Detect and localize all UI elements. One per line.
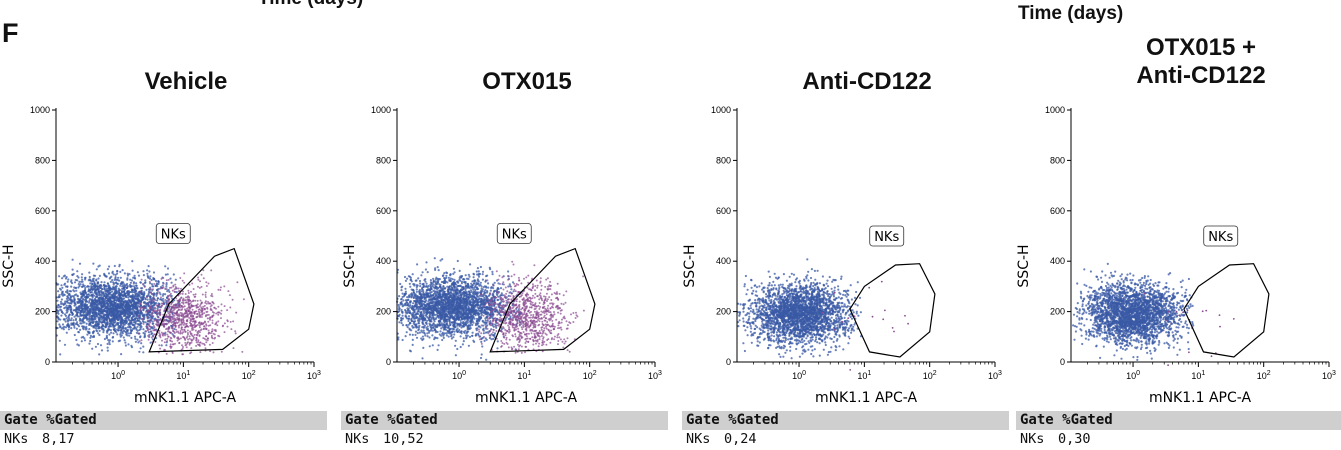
y-tick-label: 0	[45, 357, 50, 367]
y-tick-label: 400	[376, 256, 391, 266]
x-tick-label: 100	[1126, 370, 1140, 381]
nk-gate-polygon	[148, 247, 255, 353]
y-tick-label: 200	[376, 307, 391, 317]
x-tick-label: 101	[517, 370, 531, 381]
panel-title: Vehicle	[56, 68, 316, 96]
y-tick-label: 1000	[711, 105, 731, 115]
x-axis-label: mNK1.1 APC-A	[1149, 390, 1252, 406]
gate-name: NKs	[1020, 431, 1045, 447]
event-dots	[55, 258, 245, 356]
x-tick-label: 103	[648, 370, 662, 381]
x-axis-label: mNK1.1 APC-A	[475, 390, 578, 406]
panel-title-line: OTX015	[482, 68, 572, 95]
gate-percent: 0,30	[1058, 431, 1091, 447]
gate-table-row: NKs 0,30	[1020, 431, 1091, 448]
gate-label: NKs	[502, 227, 527, 242]
x-tick-label: 103	[1322, 370, 1336, 381]
time-days-fragment-right: Time (days)	[1018, 3, 1124, 24]
x-tick-label: 103	[307, 370, 321, 381]
event-dots	[1072, 262, 1235, 367]
y-tick-label: 600	[1050, 206, 1065, 216]
gate-table-header: Gate %Gated	[1016, 411, 1341, 430]
x-axis-label: mNK1.1 APC-A	[134, 390, 237, 406]
gate-label: NKs	[874, 230, 899, 245]
y-tick-label: 400	[1050, 256, 1065, 266]
y-tick-label: 0	[726, 357, 731, 367]
time-days-fragment-left: Time (days)	[258, 0, 363, 10]
x-tick-label: 102	[242, 370, 256, 381]
y-tick-label: 1000	[1045, 105, 1065, 115]
gate-name: NKs	[4, 431, 29, 447]
y-tick-label: 0	[1060, 357, 1065, 367]
y-tick-label: 1000	[371, 105, 391, 115]
y-tick-label: 800	[376, 155, 391, 165]
gate-label-box	[1203, 225, 1239, 247]
y-tick-label: 800	[35, 155, 50, 165]
scatter-panel-4: 0 200 400 600 800 1000 100 101 102 103 mNK1.1 APC-…	[1016, 105, 1336, 406]
gate-table-header: Gate %Gated	[0, 411, 327, 430]
nk-gate-polygon	[1183, 263, 1270, 358]
gate-label: NKs	[1208, 230, 1233, 245]
panel-title-line: Anti-CD122	[802, 68, 932, 95]
y-axis-label: SSC-H	[1016, 244, 1032, 287]
y-tick-label: 1000	[30, 105, 50, 115]
x-tick-label: 100	[792, 370, 806, 381]
gate-label-box	[155, 223, 191, 244]
panel-letter: F	[2, 18, 19, 48]
nk-gate-polygon	[489, 247, 596, 353]
x-tick-label: 102	[583, 370, 597, 381]
gate-table-row: NKs 8,17	[4, 431, 75, 448]
y-tick-label: 200	[716, 307, 731, 317]
y-axis-label: SSC-H	[342, 244, 358, 287]
y-axis-label: SSC-H	[1, 244, 17, 287]
gate-table-header: Gate %Gated	[682, 411, 1009, 430]
y-tick-label: 400	[716, 256, 731, 266]
panel-title-line: Vehicle	[144, 68, 228, 95]
panel-title: OTX015	[397, 68, 657, 96]
x-tick-label: 103	[988, 370, 1002, 381]
event-dots	[736, 258, 909, 371]
y-tick-label: 600	[35, 206, 50, 216]
event-dots	[396, 257, 585, 361]
x-tick-label: 102	[923, 370, 937, 381]
gate-label: NKs	[161, 227, 186, 242]
gate-table-row: NKs 10,52	[345, 431, 424, 448]
gate-percent: 8,17	[42, 431, 75, 447]
x-tick-label: 101	[1191, 370, 1205, 381]
y-tick-label: 600	[376, 206, 391, 216]
y-axis-label: SSC-H	[682, 244, 698, 287]
gate-percent: 10,52	[383, 431, 424, 447]
x-tick-label: 100	[452, 370, 466, 381]
x-tick-label: 102	[1257, 370, 1271, 381]
y-tick-label: 200	[35, 307, 50, 317]
panel-title-line: OTX015 +	[1145, 34, 1257, 61]
panel-title-line: Anti-CD122	[1136, 62, 1266, 89]
x-tick-label: 100	[111, 370, 125, 381]
gate-name: NKs	[345, 431, 370, 447]
y-tick-label: 0	[386, 357, 391, 367]
x-axis-label: mNK1.1 APC-A	[815, 390, 918, 406]
x-tick-label: 101	[176, 370, 190, 381]
scatter-panel-1: 0 200 400 600 800 1000 100 101 102 103 mNK1.1 APC-…	[1, 105, 321, 406]
y-tick-label: 800	[1050, 155, 1065, 165]
y-tick-label: 200	[1050, 307, 1065, 317]
panel-title: OTX015 + Anti-CD122	[1071, 34, 1331, 90]
gate-table-row: NKs 0,24	[686, 431, 757, 448]
gate-name: NKs	[686, 431, 711, 447]
scatter-panel-2: 0 200 400 600 800 1000 100 101 102 103 mNK1.1 APC-…	[342, 105, 662, 406]
y-tick-label: 400	[35, 256, 50, 266]
scatter-panel-3: 0 200 400 600 800 1000 100 101 102 103 mNK1.1 APC-…	[682, 105, 1002, 406]
gate-label-box	[869, 225, 905, 247]
x-tick-label: 101	[857, 370, 871, 381]
nk-gate-polygon	[849, 263, 936, 358]
gate-label-box	[496, 223, 532, 244]
y-tick-label: 600	[716, 206, 731, 216]
panel-title: Anti-CD122	[737, 68, 997, 96]
gate-table-header: Gate %Gated	[341, 411, 668, 430]
gate-percent: 0,24	[724, 431, 757, 447]
y-tick-label: 800	[716, 155, 731, 165]
